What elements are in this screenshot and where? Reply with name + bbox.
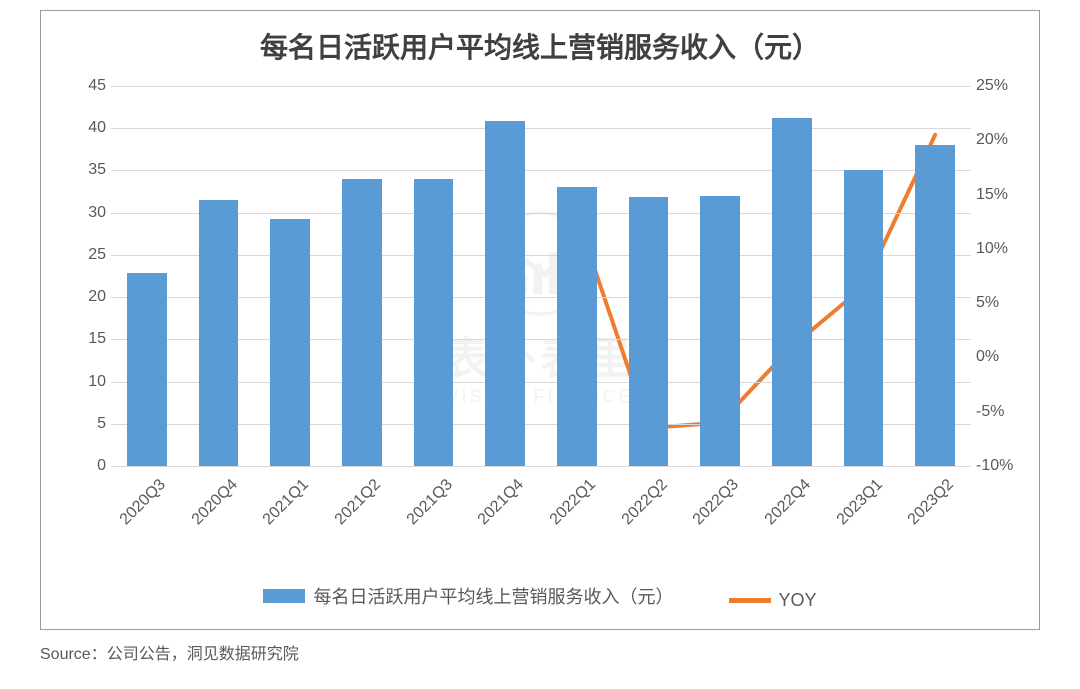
yoy-line <box>111 86 971 466</box>
bar <box>844 170 883 466</box>
y-right-tick-label: 0% <box>976 348 1026 366</box>
bar <box>700 196 739 466</box>
bar <box>557 187 596 466</box>
y-right-tick-label: 15% <box>976 186 1026 204</box>
legend-swatch-line <box>729 598 771 603</box>
y-left-tick-label: 25 <box>66 246 106 264</box>
legend-swatch-bar <box>263 589 305 603</box>
chart-container: 每名日活跃用户平均线上营销服务收入（元） 表外表里 VISION FINANCE… <box>40 10 1040 630</box>
grid-line <box>111 255 971 256</box>
grid-line <box>111 424 971 425</box>
bar <box>772 118 811 466</box>
source-text: Source：公司公告，洞见数据研究院 <box>40 640 299 664</box>
y-left-tick-label: 35 <box>66 161 106 179</box>
grid-line <box>111 86 971 87</box>
x-tick-label: 2021Q3 <box>394 476 456 538</box>
legend-label-line: YOY <box>779 590 817 611</box>
y-right-tick-label: 5% <box>976 294 1026 312</box>
x-tick-label: 2023Q2 <box>896 476 958 538</box>
grid-line <box>111 170 971 171</box>
grid-line <box>111 128 971 129</box>
legend-item-line: YOY <box>729 590 817 611</box>
y-right-tick-label: 20% <box>976 131 1026 149</box>
grid-line <box>111 213 971 214</box>
grid-line <box>111 297 971 298</box>
y-right-tick-label: 10% <box>976 240 1026 258</box>
y-right-tick-label: -5% <box>976 403 1026 421</box>
x-tick-label: 2021Q4 <box>466 476 528 538</box>
y-left-tick-label: 20 <box>66 288 106 306</box>
x-tick-label: 2022Q3 <box>681 476 743 538</box>
grid-line <box>111 382 971 383</box>
y-right-tick-label: 25% <box>976 77 1026 95</box>
y-left-tick-label: 45 <box>66 77 106 95</box>
bar <box>342 179 381 466</box>
x-tick-label: 2021Q1 <box>251 476 313 538</box>
y-left-tick-label: 30 <box>66 204 106 222</box>
y-left-tick-label: 5 <box>66 415 106 433</box>
grid-line <box>111 339 971 340</box>
y-left-tick-label: 15 <box>66 330 106 348</box>
bar <box>199 200 238 466</box>
bar <box>270 219 309 466</box>
bar <box>485 121 524 466</box>
grid-line <box>111 466 971 467</box>
chart-title: 每名日活跃用户平均线上营销服务收入（元） <box>41 11 1039 71</box>
legend-label-bar: 每名日活跃用户平均线上营销服务收入（元） <box>313 583 673 609</box>
bar <box>414 179 453 466</box>
bar <box>915 145 954 466</box>
legend-item-bar: 每名日活跃用户平均线上营销服务收入（元） <box>263 583 673 609</box>
x-tick-label: 2023Q1 <box>824 476 886 538</box>
x-tick-label: 2022Q4 <box>752 476 814 538</box>
x-tick-label: 2022Q2 <box>609 476 671 538</box>
legend: 每名日活跃用户平均线上营销服务收入（元） YOY <box>41 583 1039 611</box>
plot-area: 051015202530354045-10%-5%0%5%10%15%20%25… <box>111 86 971 466</box>
bar <box>629 197 668 466</box>
y-left-tick-label: 40 <box>66 119 106 137</box>
bar <box>127 273 166 466</box>
y-left-tick-label: 10 <box>66 373 106 391</box>
y-right-tick-label: -10% <box>976 457 1026 475</box>
x-tick-label: 2020Q4 <box>179 476 241 538</box>
x-tick-label: 2022Q1 <box>537 476 599 538</box>
x-tick-label: 2020Q3 <box>107 476 169 538</box>
x-tick-label: 2021Q2 <box>322 476 384 538</box>
y-left-tick-label: 0 <box>66 457 106 475</box>
